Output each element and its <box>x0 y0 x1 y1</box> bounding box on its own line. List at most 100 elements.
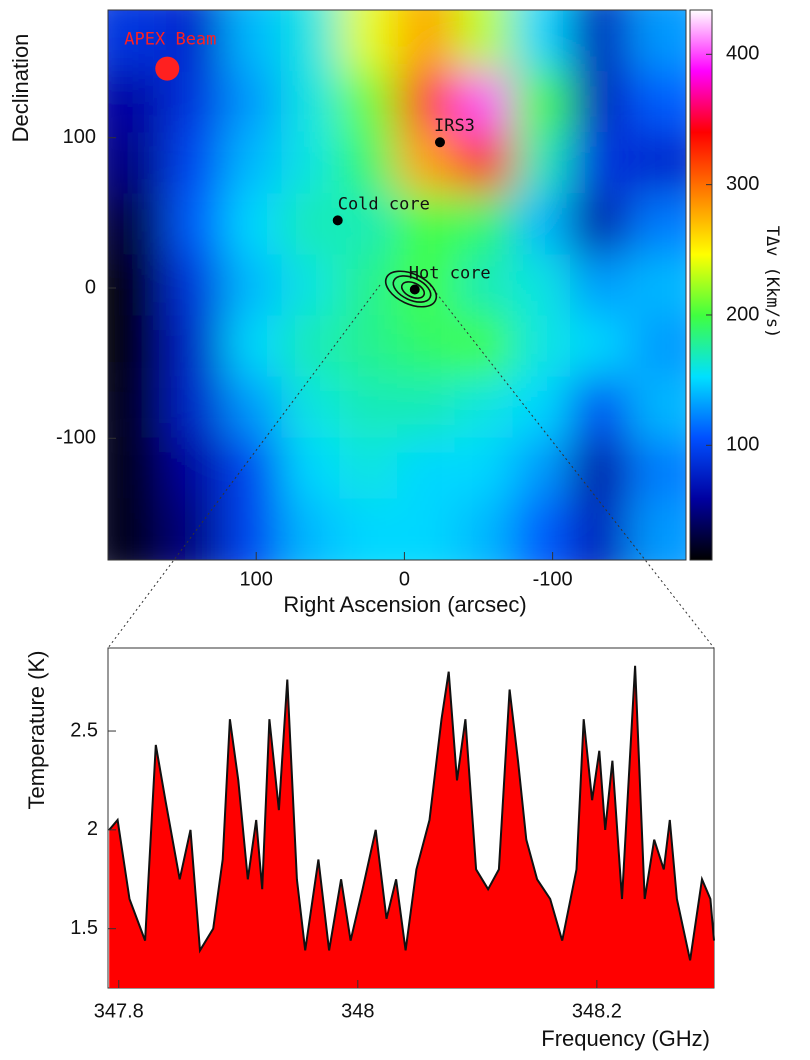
heat-cell <box>570 254 629 316</box>
heat-cell <box>570 193 629 255</box>
heat-cell <box>397 498 455 560</box>
heat-cell <box>628 71 686 133</box>
heat-cell <box>281 498 340 560</box>
heat-cell <box>628 254 686 316</box>
x-tick-label: 347.8 <box>94 1000 144 1022</box>
x-axis-title: Right Ascension (arcsec) <box>283 592 526 617</box>
heat-cell <box>397 437 455 499</box>
heat-cell <box>339 254 397 316</box>
heat-cell <box>628 315 686 377</box>
annotation: Cold core <box>338 194 430 214</box>
heat-cell <box>454 10 513 72</box>
y-tick-label: 2.5 <box>70 719 98 741</box>
heat-cell <box>165 254 224 316</box>
heat-cell <box>454 71 513 133</box>
heat-cell <box>454 193 513 255</box>
heat-cell <box>628 376 686 438</box>
point-marker <box>434 137 445 148</box>
heat-cell <box>281 437 340 499</box>
heat-cell <box>397 71 455 133</box>
zoom-line <box>107 284 381 649</box>
heat-cell <box>108 498 166 560</box>
heat-cell <box>339 498 397 560</box>
colorbar-tick-label: 400 <box>726 43 759 65</box>
heat-cell <box>223 498 282 560</box>
y-axis-title: Temperature (K) <box>24 651 49 810</box>
heat-cell <box>339 132 397 194</box>
heat-cell <box>281 71 340 133</box>
heat-cell <box>512 132 571 194</box>
heat-cell <box>223 71 282 133</box>
heat-cell <box>281 132 340 194</box>
heat-cell <box>570 71 629 133</box>
heat-cell <box>454 437 513 499</box>
zoom-line <box>429 284 715 649</box>
heat-cell <box>165 132 224 194</box>
heat-cell <box>165 71 224 133</box>
heat-cell <box>454 132 513 194</box>
heat-cell <box>570 437 629 499</box>
colorbar-label: TΔv (Kkm/s) <box>762 226 782 339</box>
heat-cell <box>512 193 571 255</box>
heat-cell <box>628 437 686 499</box>
heat-cell <box>339 71 397 133</box>
annotation: IRS3 <box>434 116 475 136</box>
heat-cell <box>397 376 455 438</box>
heat-cell <box>223 193 282 255</box>
heat-cell <box>570 132 629 194</box>
heat-cell <box>512 376 571 438</box>
heat-cell <box>454 498 513 560</box>
heat-cell <box>108 254 166 316</box>
heat-cell <box>223 437 282 499</box>
heat-cell <box>628 193 686 255</box>
heat-cell <box>397 193 455 255</box>
colorbar-tick-label: 300 <box>726 173 759 195</box>
y-axis-title: Declination <box>8 34 33 143</box>
heat-cell <box>108 315 166 377</box>
heat-cell <box>108 10 166 72</box>
y-tick-label: -100 <box>56 427 96 449</box>
point-marker <box>332 215 343 226</box>
heat-cell <box>397 132 455 194</box>
heat-cell <box>570 376 629 438</box>
heat-cell <box>108 132 166 194</box>
heat-cell <box>281 10 340 72</box>
heat-cell <box>454 254 513 316</box>
heat-cell <box>397 10 455 72</box>
colorbar <box>689 9 713 561</box>
map-frame <box>107 9 687 561</box>
heat-cell <box>281 193 340 255</box>
heat-cell <box>108 193 166 255</box>
x-tick-label: 0 <box>399 568 410 590</box>
colorbar-tick-label: 100 <box>726 434 759 456</box>
heat-cell <box>223 315 282 377</box>
heat-cell <box>397 315 455 377</box>
heat-cell <box>339 315 397 377</box>
heat-cell <box>512 10 571 72</box>
heat-cell <box>223 132 282 194</box>
colorbar-tick-label: 200 <box>726 303 759 325</box>
x-tick-label: 348.2 <box>572 1000 622 1022</box>
heat-cell <box>628 10 686 72</box>
heat-cell <box>281 376 340 438</box>
heat-cell <box>108 437 166 499</box>
heat-cell <box>339 376 397 438</box>
heat-cell <box>512 71 571 133</box>
heat-cell <box>281 254 340 316</box>
heat-cell <box>223 10 282 72</box>
annotation: APEX Beam <box>124 30 216 50</box>
heat-cell <box>454 376 513 438</box>
x-tick-label: 348 <box>341 1000 374 1022</box>
line <box>108 665 715 961</box>
annotation: Hot core <box>409 264 491 284</box>
heat-cell <box>339 437 397 499</box>
heat-cell <box>512 254 571 316</box>
hot-core-contours <box>384 270 438 308</box>
beam-marker <box>155 56 180 81</box>
heat-cell <box>570 315 629 377</box>
heat-cell <box>108 376 166 438</box>
x-axis-title: Frequency (GHz) <box>541 1026 710 1051</box>
heat-cell <box>165 193 224 255</box>
heat-cell <box>628 132 686 194</box>
